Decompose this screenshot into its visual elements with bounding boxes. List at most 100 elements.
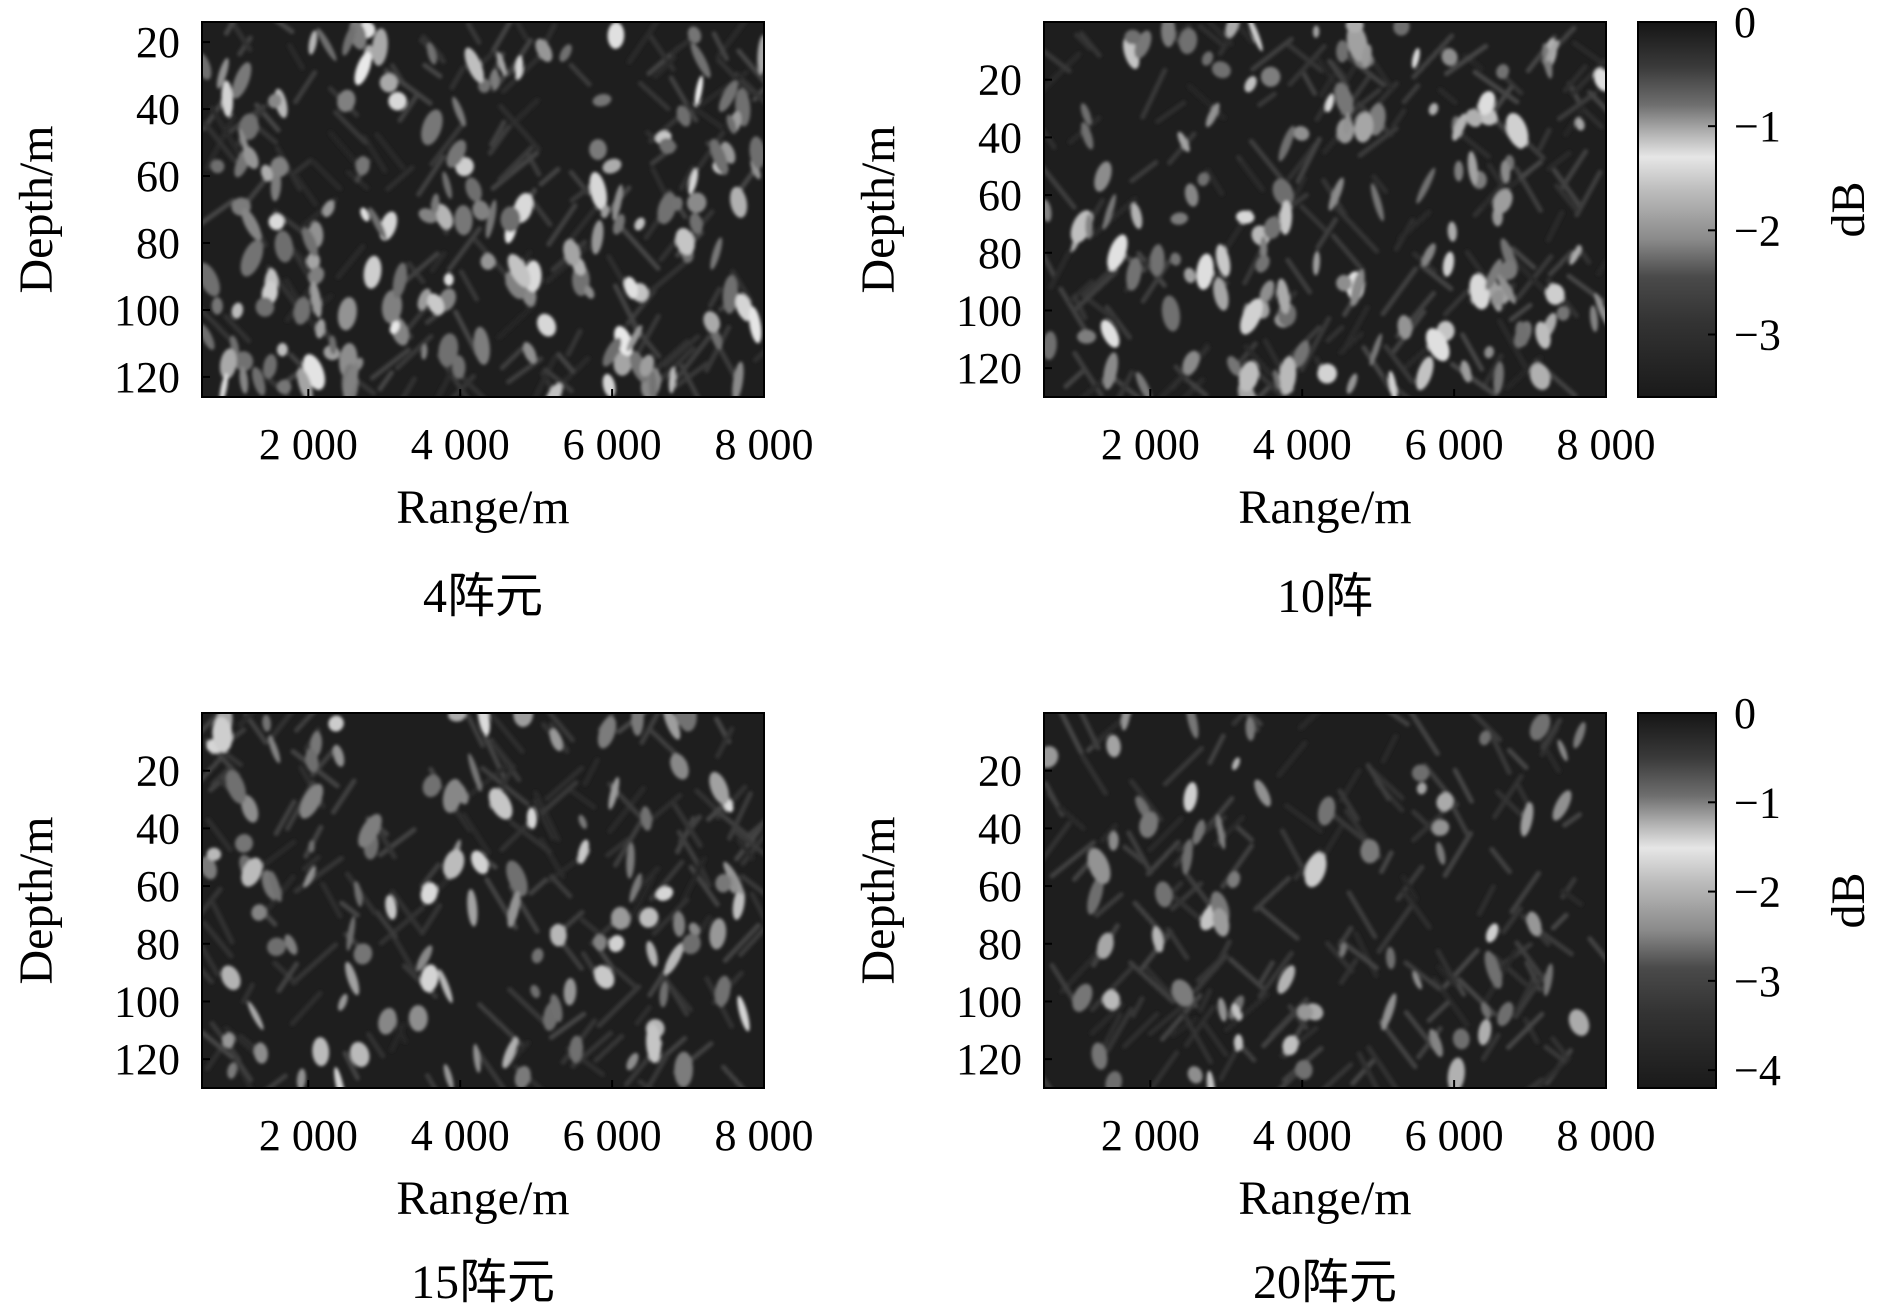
heatmap-spot bbox=[1573, 722, 1586, 749]
heatmap-spot bbox=[306, 252, 321, 270]
heatmap-spot bbox=[443, 849, 465, 879]
heatmap-streak bbox=[1147, 816, 1184, 853]
heatmap-spot bbox=[354, 51, 372, 86]
heatmap-spot bbox=[308, 840, 315, 853]
heatmap-spot bbox=[1416, 782, 1427, 795]
y-tick-label: 20 bbox=[978, 56, 1022, 105]
heatmap-spot bbox=[639, 354, 655, 377]
heatmap-spot bbox=[1278, 125, 1295, 162]
heatmap-spot bbox=[1217, 997, 1227, 1022]
heatmap-spot bbox=[715, 873, 732, 893]
heatmap-streak bbox=[1145, 839, 1181, 877]
heatmap-streak bbox=[1346, 890, 1378, 940]
heatmap-streak bbox=[293, 855, 344, 894]
heatmap-spot bbox=[454, 205, 473, 236]
heatmap-streak bbox=[1580, 107, 1605, 130]
heatmap-streak bbox=[210, 764, 234, 787]
heatmap-spot bbox=[477, 713, 490, 736]
heatmap-streak bbox=[1231, 713, 1248, 727]
heatmap-streak bbox=[265, 1073, 288, 1088]
heatmap-spot bbox=[1505, 112, 1529, 149]
heatmap-spot bbox=[659, 138, 676, 154]
heatmap-streak bbox=[1554, 183, 1579, 212]
heatmap-streak bbox=[1571, 40, 1604, 65]
heatmap-spot bbox=[452, 355, 466, 379]
heatmap-spot bbox=[1292, 340, 1310, 368]
heatmap-spot bbox=[677, 713, 697, 732]
heatmap-spot bbox=[1161, 295, 1181, 332]
x-tick-label: 6 000 bbox=[1405, 1111, 1504, 1160]
heatmap-spot bbox=[1317, 796, 1336, 826]
heatmap-spot bbox=[1478, 1019, 1492, 1046]
heatmap-spot bbox=[251, 904, 267, 921]
heatmap-spot bbox=[732, 887, 745, 920]
heatmap-spot bbox=[1529, 363, 1551, 390]
heatmap-streak bbox=[1319, 73, 1336, 98]
heatmap-spot bbox=[722, 275, 739, 314]
heatmap-spot bbox=[1496, 272, 1516, 304]
heatmap-streak bbox=[499, 346, 524, 371]
heatmap-spot bbox=[676, 105, 691, 127]
heatmap-spot bbox=[592, 93, 612, 107]
x-tick-label: 8 000 bbox=[715, 1111, 814, 1160]
heatmap-spot bbox=[345, 961, 360, 996]
heatmap-streak bbox=[1513, 973, 1546, 1019]
heatmap-streak bbox=[1378, 1019, 1418, 1070]
heatmap-spot bbox=[1515, 321, 1529, 346]
heatmap-spot bbox=[726, 114, 737, 134]
heatmap-streak bbox=[620, 226, 661, 271]
heatmap-spot bbox=[421, 109, 443, 146]
heatmap-spot bbox=[1233, 1034, 1243, 1051]
heatmap-spot bbox=[452, 96, 466, 127]
heatmap-background bbox=[202, 713, 764, 1088]
heatmap-streak bbox=[694, 788, 720, 813]
heatmap-streak bbox=[1497, 318, 1530, 373]
heatmap-spot bbox=[1478, 91, 1496, 115]
heatmap-spot bbox=[1087, 847, 1111, 885]
heatmap-spot bbox=[1312, 250, 1320, 276]
heatmap-spot bbox=[358, 813, 382, 848]
heatmap-spot bbox=[612, 184, 623, 221]
heatmap-spot bbox=[496, 51, 507, 76]
y-tick-label: 60 bbox=[978, 171, 1022, 220]
heatmap-streak bbox=[1250, 36, 1294, 72]
heatmap-streak bbox=[1570, 58, 1606, 96]
heatmap-streak bbox=[1390, 108, 1407, 129]
heatmap-streak bbox=[1550, 1036, 1568, 1057]
heatmap-streak bbox=[1562, 64, 1588, 93]
heatmap-streak bbox=[339, 900, 360, 918]
heatmap-streak bbox=[715, 57, 753, 95]
heatmap-streak bbox=[290, 942, 339, 986]
heatmap-spot bbox=[1386, 946, 1396, 970]
heatmap-streak bbox=[1089, 1002, 1125, 1036]
x-tick-label: 2 000 bbox=[1101, 420, 1200, 469]
heatmap-spot bbox=[1552, 790, 1572, 821]
heatmap-streak bbox=[1401, 889, 1432, 930]
colorbar-tick-label: 0 bbox=[1734, 0, 1756, 47]
heatmap-streak bbox=[1515, 254, 1554, 301]
heatmap-streak bbox=[651, 897, 690, 937]
heatmap-streak bbox=[1299, 204, 1328, 233]
heatmap-spot bbox=[308, 30, 318, 55]
heatmap-streak bbox=[749, 891, 764, 923]
heatmap-spot bbox=[262, 714, 271, 732]
heatmap-spot bbox=[202, 323, 215, 350]
heatmap-spot bbox=[687, 192, 707, 213]
heatmap-streak bbox=[1094, 892, 1124, 918]
heatmap-spot bbox=[1500, 160, 1511, 183]
heatmap-streak bbox=[202, 120, 237, 163]
heatmap-spot bbox=[1336, 40, 1349, 63]
heatmap-spot bbox=[1087, 876, 1104, 915]
plot-frame bbox=[1043, 21, 1607, 398]
heatmap-streak bbox=[400, 376, 417, 397]
heatmap-spot bbox=[465, 177, 482, 202]
heatmap-streak bbox=[1126, 830, 1154, 876]
heatmap-spot bbox=[332, 744, 345, 767]
colorbar: 0 −1 −2 −3 −4 dB bbox=[1637, 689, 1875, 1095]
heatmap-spot bbox=[648, 368, 657, 397]
heatmap-streak bbox=[429, 250, 447, 273]
heatmap-streak bbox=[497, 145, 534, 182]
heatmap-spot bbox=[1546, 40, 1559, 62]
heatmap-streak bbox=[369, 347, 411, 381]
heatmap-streak bbox=[582, 757, 600, 787]
